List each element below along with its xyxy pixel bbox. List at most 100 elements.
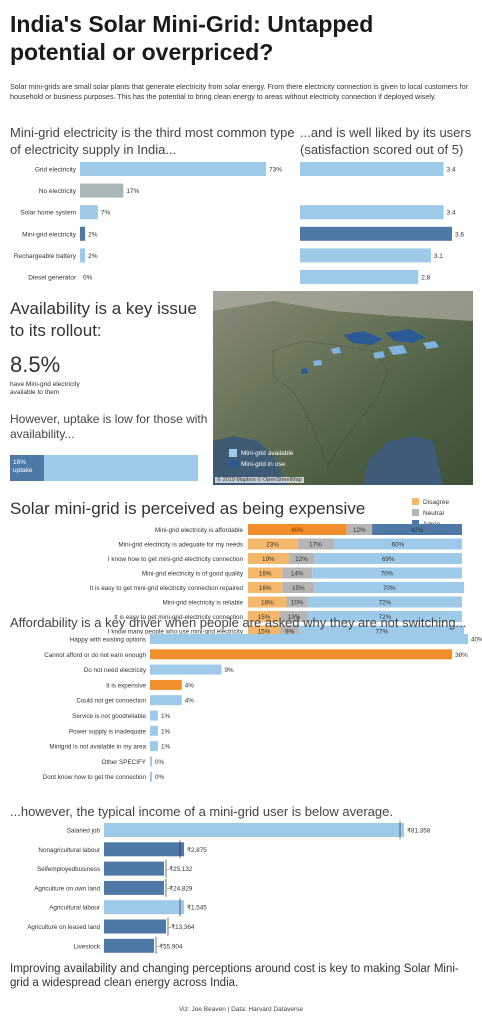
perception-value-label: 15% xyxy=(258,629,271,635)
satisfaction-chart: 3.4 3.4 3.6 3.1 2.8 xyxy=(300,162,464,284)
reasons-category-label: Happy with existing options xyxy=(70,637,146,644)
supply-value-label: 2% xyxy=(88,253,98,260)
reasons-bar xyxy=(150,695,182,706)
uptake-bar-fill xyxy=(10,455,44,481)
availability-big-number: 8.5% xyxy=(10,352,61,377)
perception-category-label: It is easy to get mini-grid electricity … xyxy=(90,585,244,592)
perception-segment xyxy=(248,596,287,608)
supply-category-label: Rechargeable battery xyxy=(14,253,77,260)
uptake-bar-track: 18% uptake xyxy=(10,455,198,481)
legend-available-label: Mini-grid available xyxy=(241,449,294,457)
income-value-label: -₹55,904 xyxy=(157,943,183,950)
india-map[interactable]: Mini-grid available Mini-grid in use © 2… xyxy=(213,291,473,485)
perception-segment xyxy=(282,567,313,579)
perception-value-label: 18% xyxy=(261,600,274,607)
perception-segment xyxy=(288,553,315,564)
reasons-chart: Happy with existing options 40% Cannot aff… xyxy=(43,634,482,782)
reasons-value-label: 1% xyxy=(161,728,171,735)
income-value-label: -₹13,364 xyxy=(169,924,195,931)
perception-value-label: 17% xyxy=(309,542,322,549)
in-use-swatch xyxy=(229,460,237,468)
perception-value-label: 19% xyxy=(262,556,275,563)
reasons-value-label: 9% xyxy=(225,667,235,674)
satisfaction-value-label: 3.4 xyxy=(447,210,456,217)
reasons-bar xyxy=(150,664,222,675)
map-legend-in-use: Mini-grid in use xyxy=(229,460,293,468)
supply-bar xyxy=(80,226,86,241)
perception-segment xyxy=(248,524,347,535)
perception-value-label: 9% xyxy=(285,629,295,635)
perception-value-label: 46% xyxy=(291,527,304,534)
satisfaction-heading: ...and is well liked by its users (satis… xyxy=(300,125,472,157)
perception-segment xyxy=(372,524,462,535)
conclusion-text: Improving availability and changing perc… xyxy=(10,963,459,989)
supply-chart: Grid electricity 73% No electricity 17% Sola… xyxy=(14,162,282,282)
perception-legend-swatch xyxy=(412,520,419,527)
perception-value-label: 42% xyxy=(411,527,424,534)
perception-legend-swatch xyxy=(412,509,419,516)
supply-value-label: 7% xyxy=(101,210,111,217)
perception-value-label: 15% xyxy=(258,614,271,621)
perception-category-label: Mini-grid electricity is affordable xyxy=(155,527,244,534)
reasons-value-label: 1% xyxy=(161,744,171,751)
perception-category-label: Mini-grid electricity is of good quality xyxy=(142,571,244,578)
perception-value-label: 70% xyxy=(381,571,394,578)
perception-value-label: 72% xyxy=(379,600,392,607)
perception-value-label: 16% xyxy=(259,571,272,578)
satisfaction-bar xyxy=(300,205,444,220)
reasons-bar xyxy=(150,649,453,660)
satisfaction-value-label: 3.1 xyxy=(434,253,443,260)
reasons-value-label: 38% xyxy=(455,652,468,659)
income-value-label: ₹2,875 xyxy=(187,847,207,854)
perception-segment xyxy=(307,596,462,608)
income-category-label: Nonagricultural labour xyxy=(38,847,100,854)
income-bar xyxy=(104,861,164,876)
supply-value-label: 0% xyxy=(83,275,93,282)
reasons-value-label: 4% xyxy=(185,682,195,689)
satisfaction-value-label: 3.6 xyxy=(455,231,464,238)
reasons-bar xyxy=(150,756,152,767)
reasons-category-label: Do not need electricity xyxy=(84,667,147,674)
satisfaction-bar xyxy=(300,226,452,241)
perception-value-label: 12% xyxy=(295,556,308,563)
perception-segment xyxy=(312,567,462,579)
supply-value-label: 17% xyxy=(126,188,139,195)
supply-category-label: Diesel generator xyxy=(28,275,77,282)
satisfaction-value-label: 3.4 xyxy=(447,167,456,174)
perception-value-label: 72% xyxy=(379,614,392,621)
perception-legend-label: Disagree xyxy=(423,499,449,506)
income-bar xyxy=(104,900,184,915)
reasons-bar xyxy=(150,679,182,690)
supply-bar xyxy=(80,248,86,263)
perception-segment xyxy=(280,611,308,622)
reasons-category-label: Could not get connection xyxy=(76,698,146,705)
perception-segment xyxy=(248,611,281,622)
uptake-heading: However, uptake is low for those with av… xyxy=(10,412,208,441)
perception-value-label: 16% xyxy=(259,585,272,592)
supply-value-label: 73% xyxy=(269,167,282,174)
reasons-bar xyxy=(150,710,158,721)
perception-segment xyxy=(333,538,462,550)
availability-heading: Availability is a key issue to its rollo… xyxy=(10,299,197,340)
income-category-label: Selfemployedbusiness xyxy=(37,866,100,873)
perception-value-label: 23% xyxy=(266,542,279,549)
available-swatch xyxy=(229,449,237,457)
perception-segment xyxy=(314,582,465,593)
availability-caption: have Mini-grid electricity available to … xyxy=(10,381,80,396)
perception-segment xyxy=(297,538,334,550)
perception-category-label: I know how to get mini-grid electricity … xyxy=(108,556,244,563)
perception-segment xyxy=(299,625,465,634)
perception-segment xyxy=(346,524,373,535)
reasons-bar xyxy=(150,725,158,736)
satisfaction-value-label: 2.8 xyxy=(421,275,430,282)
perception-segment xyxy=(248,538,298,550)
income-bar xyxy=(104,842,184,857)
perception-legend-swatch xyxy=(412,498,419,505)
map-credit[interactable]: © 2019 Mapbox © OpenStreetMap xyxy=(215,477,304,483)
footer-credit: Viz: Joe Beaven | Data: Harvard Datavers… xyxy=(178,1006,304,1013)
reasons-category-label: It is expensive xyxy=(106,682,146,689)
perception-bars: Mini-grid electricity is affordable 46% 12… xyxy=(90,524,465,635)
perception-category-label: It is easy to get mini-grid-electricity … xyxy=(114,614,243,621)
reasons-bar xyxy=(150,634,468,644)
intro-text: Solar mini-grids are small solar plants … xyxy=(10,82,469,101)
